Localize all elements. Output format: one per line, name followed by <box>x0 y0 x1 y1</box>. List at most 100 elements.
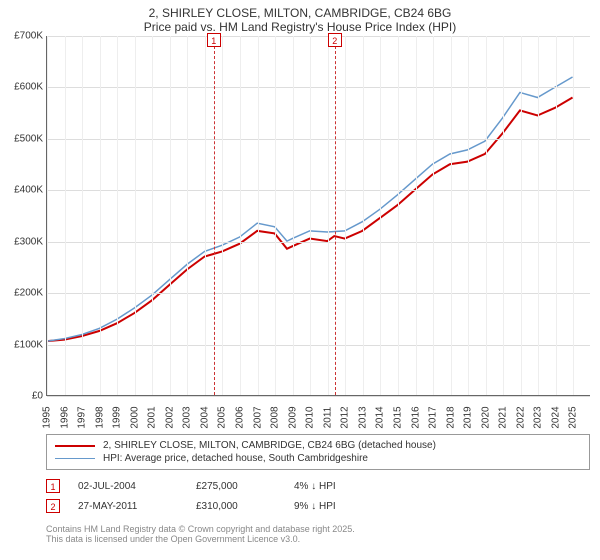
gridline-v <box>451 36 452 395</box>
gridline-v <box>187 36 188 395</box>
gridline-v <box>345 36 346 395</box>
y-axis-label: £500K <box>1 133 43 144</box>
gridline-v <box>328 36 329 395</box>
chart-plot-area: £0£100K£200K£300K£400K£500K£600K£700K199… <box>46 36 590 396</box>
x-axis-label: 1997 <box>77 406 88 428</box>
x-axis-label: 2013 <box>357 406 368 428</box>
x-axis-label: 1999 <box>112 406 123 428</box>
transaction-date-2: 27-MAY-2011 <box>78 501 178 512</box>
gridline-v <box>538 36 539 395</box>
x-axis-label: 2010 <box>305 406 316 428</box>
footer-line2: This data is licensed under the Open Gov… <box>46 534 590 544</box>
chart-svg <box>47 36 590 395</box>
x-axis-label: 1995 <box>42 406 53 428</box>
gridline-v <box>398 36 399 395</box>
x-axis-label: 2002 <box>164 406 175 428</box>
gridline-v <box>433 36 434 395</box>
gridline-v <box>293 36 294 395</box>
gridline-v <box>65 36 66 395</box>
gridline-h <box>47 190 590 191</box>
gridline-v <box>486 36 487 395</box>
x-axis-label: 2017 <box>428 406 439 428</box>
gridline-v <box>170 36 171 395</box>
gridline-v <box>275 36 276 395</box>
footer: Contains HM Land Registry data © Crown c… <box>46 524 590 544</box>
transaction-price-2: £310,000 <box>196 501 276 512</box>
x-axis-label: 2012 <box>340 406 351 428</box>
gridline-v <box>380 36 381 395</box>
x-axis-label: 2006 <box>235 406 246 428</box>
x-axis-label: 2020 <box>480 406 491 428</box>
y-axis-label: £200K <box>1 288 43 299</box>
y-axis-label: £600K <box>1 82 43 93</box>
x-axis-label: 1998 <box>94 406 105 428</box>
gridline-h <box>47 36 590 37</box>
x-axis-label: 2021 <box>498 406 509 428</box>
legend-swatch-1 <box>55 445 95 447</box>
x-axis-label: 2025 <box>568 406 579 428</box>
chart-container: 2, SHIRLEY CLOSE, MILTON, CAMBRIDGE, CB2… <box>0 0 600 560</box>
legend-label-2: HPI: Average price, detached house, Sout… <box>103 453 368 464</box>
gridline-v <box>222 36 223 395</box>
x-axis-label: 1996 <box>59 406 70 428</box>
gridline-h <box>47 242 590 243</box>
legend-row-2: HPI: Average price, detached house, Sout… <box>55 452 581 465</box>
gridline-h <box>47 396 590 397</box>
title-line2: Price paid vs. HM Land Registry's House … <box>0 20 600 34</box>
marker-badge-1: 1 <box>207 33 221 47</box>
x-axis-label: 2016 <box>410 406 421 428</box>
transaction-hpi-1: 4% ↓ HPI <box>294 481 394 492</box>
gridline-h <box>47 139 590 140</box>
x-axis-label: 2000 <box>129 406 140 428</box>
transaction-date-1: 02-JUL-2004 <box>78 481 178 492</box>
gridline-v <box>521 36 522 395</box>
x-axis-label: 2023 <box>533 406 544 428</box>
y-axis-label: £700K <box>1 31 43 42</box>
x-axis-label: 2024 <box>550 406 561 428</box>
gridline-v <box>310 36 311 395</box>
transaction-hpi-2: 9% ↓ HPI <box>294 501 394 512</box>
legend-row-1: 2, SHIRLEY CLOSE, MILTON, CAMBRIDGE, CB2… <box>55 439 581 452</box>
x-axis-label: 2001 <box>147 406 158 428</box>
gridline-h <box>47 293 590 294</box>
gridline-v <box>468 36 469 395</box>
gridline-v <box>573 36 574 395</box>
gridline-v <box>416 36 417 395</box>
gridline-v <box>152 36 153 395</box>
x-axis-label: 2007 <box>252 406 263 428</box>
x-axis-label: 2005 <box>217 406 228 428</box>
legend-label-1: 2, SHIRLEY CLOSE, MILTON, CAMBRIDGE, CB2… <box>103 440 436 451</box>
y-axis-label: £300K <box>1 236 43 247</box>
legend-swatch-2 <box>55 458 95 460</box>
x-axis-label: 2011 <box>322 407 333 429</box>
gridline-v <box>82 36 83 395</box>
x-axis-label: 2004 <box>199 406 210 428</box>
legend: 2, SHIRLEY CLOSE, MILTON, CAMBRIDGE, CB2… <box>46 434 590 470</box>
title-line1: 2, SHIRLEY CLOSE, MILTON, CAMBRIDGE, CB2… <box>0 6 600 20</box>
gridline-v <box>47 36 48 395</box>
x-axis-label: 2003 <box>182 406 193 428</box>
gridline-v <box>556 36 557 395</box>
x-axis-label: 2015 <box>392 406 403 428</box>
gridline-v <box>363 36 364 395</box>
y-axis-label: £0 <box>1 391 43 402</box>
gridline-v <box>135 36 136 395</box>
gridline-v <box>240 36 241 395</box>
x-axis-label: 2018 <box>445 406 456 428</box>
x-axis-label: 2008 <box>270 406 281 428</box>
transaction-rows: 1 02-JUL-2004 £275,000 4% ↓ HPI 2 27-MAY… <box>46 476 590 516</box>
footer-line1: Contains HM Land Registry data © Crown c… <box>46 524 590 534</box>
gridline-h <box>47 87 590 88</box>
y-axis-label: £100K <box>1 339 43 350</box>
transaction-badge-2: 2 <box>46 499 60 513</box>
marker-line-2 <box>335 36 336 395</box>
transaction-row-1: 1 02-JUL-2004 £275,000 4% ↓ HPI <box>46 476 590 496</box>
marker-badge-2: 2 <box>328 33 342 47</box>
y-axis-label: £400K <box>1 185 43 196</box>
x-axis-label: 2009 <box>287 406 298 428</box>
gridline-v <box>100 36 101 395</box>
transaction-row-2: 2 27-MAY-2011 £310,000 9% ↓ HPI <box>46 496 590 516</box>
x-axis-label: 2019 <box>463 406 474 428</box>
x-axis-label: 2014 <box>375 406 386 428</box>
transaction-badge-1: 1 <box>46 479 60 493</box>
